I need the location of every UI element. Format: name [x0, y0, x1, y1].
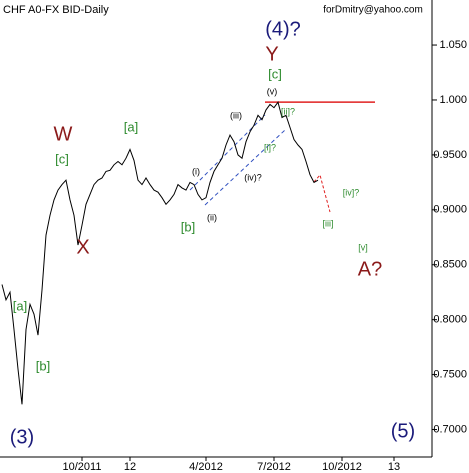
wave-label: (iii) [230, 110, 242, 120]
x-tick-label: 10/2012 [322, 461, 362, 473]
wave-label: [iv]? [343, 187, 360, 197]
wave-label: (3) [10, 426, 34, 448]
chart-subtitle: forDmitry@yahoo.com [323, 5, 423, 16]
chart-title: CHF A0-FX BID-Daily [3, 4, 109, 16]
channel-line [204, 129, 286, 206]
forecast-path [313, 173, 331, 213]
wave-label: (4)? [265, 18, 301, 40]
y-tick-label: 0.8000 [433, 314, 467, 326]
wave-label: W [54, 123, 73, 145]
y-tick-label: 0.7500 [433, 369, 467, 381]
y-tick-label: 1.050 [439, 39, 467, 51]
channel-line [189, 114, 266, 191]
wave-label: [a] [124, 119, 138, 134]
wave-label: [v] [358, 242, 368, 252]
wave-label: (5) [391, 420, 415, 442]
x-tick-label: 4/2012 [189, 461, 223, 473]
wave-label: [a] [13, 298, 27, 313]
wave-label: (ii) [207, 212, 217, 222]
y-tick-label: 0.9000 [433, 204, 467, 216]
y-tick-label: 0.7000 [433, 423, 467, 435]
wave-label: [c] [268, 66, 282, 81]
wave-label: [c] [55, 151, 69, 166]
x-tick-label: 10/2011 [63, 461, 102, 473]
wave-label: [iii] [323, 218, 334, 228]
x-tick-label: 13 [388, 461, 400, 473]
wave-label: (i) [192, 166, 200, 176]
y-tick-label: 0.8500 [433, 259, 467, 271]
x-tick-label: 12 [124, 461, 136, 473]
price-line [1, 101, 319, 405]
wave-label: X [76, 236, 89, 258]
wave-label: (iv)? [244, 172, 262, 182]
x-tick-label: 7/2012 [257, 461, 291, 473]
wave-label: [b] [36, 358, 50, 373]
wave-label: [ii]? [281, 106, 295, 116]
wave-label: [i]? [264, 142, 276, 152]
y-tick-label: 1.000 [439, 94, 467, 106]
wave-label: A? [358, 258, 382, 280]
wave-label: Y [265, 43, 278, 65]
y-tick-label: 0.9500 [433, 149, 467, 161]
wave-label: (v) [267, 86, 278, 96]
wave-label: [b] [181, 219, 195, 234]
